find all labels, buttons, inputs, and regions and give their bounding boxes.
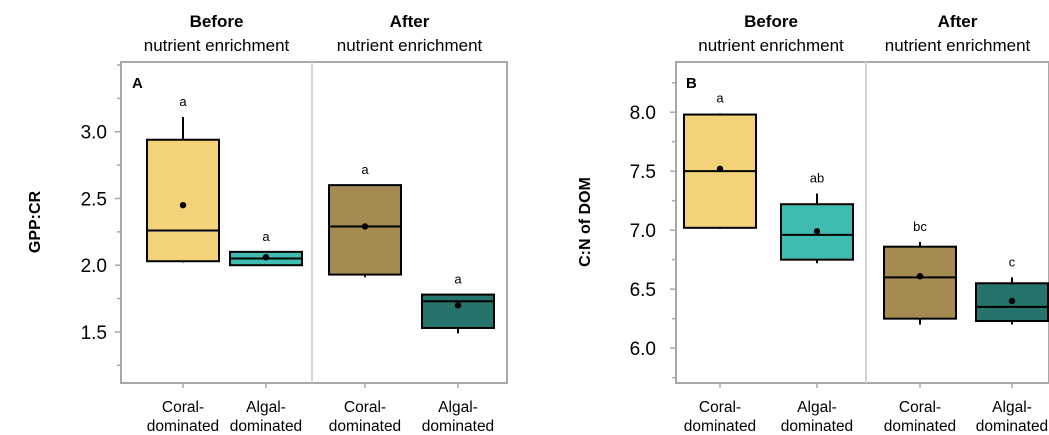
panel-a: Before nutrient enrichment After nutrient e… xyxy=(27,12,508,435)
group-title: After xyxy=(390,12,430,31)
panel-b: Before nutrient enrichment After nutrient e… xyxy=(577,12,1049,435)
panel-letter: B xyxy=(686,75,697,92)
mean-point xyxy=(262,254,270,261)
box-body xyxy=(146,138,220,263)
significance-label: c xyxy=(1009,254,1016,269)
mean-point xyxy=(179,201,187,209)
y-tick-label: 3.0 xyxy=(81,123,107,144)
x-tick-label: Algal- xyxy=(797,399,837,416)
significance-label: a xyxy=(454,272,462,287)
x-tick-label: dominated xyxy=(684,418,756,435)
x-tick-label: dominated xyxy=(781,418,853,435)
significance-label: a xyxy=(716,90,724,105)
mean-point xyxy=(454,302,462,309)
y-tick-label: 6.5 xyxy=(630,280,656,301)
x-tick-label: Coral- xyxy=(162,399,204,416)
x-tick-label: dominated xyxy=(230,418,302,435)
x-tick-label: Coral- xyxy=(899,399,941,416)
x-tick-label: dominated xyxy=(884,418,956,435)
box-body xyxy=(421,293,495,329)
y-axis-label: GPP:CR xyxy=(27,190,44,253)
y-tick-label: 2.5 xyxy=(81,189,107,210)
panel-frame xyxy=(120,61,508,384)
significance-label: a xyxy=(361,162,369,177)
y-tick-label: 7.0 xyxy=(630,221,656,242)
box-1: a xyxy=(683,90,757,229)
x-tick-label: Algal- xyxy=(992,399,1032,416)
box-2: ab xyxy=(780,171,854,264)
group-subtitle: nutrient enrichment xyxy=(144,36,290,55)
mean-point xyxy=(916,272,924,280)
y-axis-label: C:N of DOM xyxy=(577,177,594,267)
box-2: a xyxy=(229,229,303,267)
group-title: Before xyxy=(744,12,798,31)
panel-frame xyxy=(675,61,1049,384)
box-3: bc xyxy=(883,219,957,325)
y-tick-label: 1.5 xyxy=(81,323,107,344)
x-tick-label: dominated xyxy=(976,418,1048,435)
group-subtitle: nutrient enrichment xyxy=(698,36,844,55)
significance-label: a xyxy=(179,94,187,109)
significance-label: ab xyxy=(810,171,824,186)
y-tick-label: 7.5 xyxy=(630,162,656,183)
box-body xyxy=(975,282,1049,323)
y-tick-label: 2.0 xyxy=(81,256,107,277)
mean-point xyxy=(361,223,369,230)
box-body xyxy=(883,245,957,320)
group-title: After xyxy=(938,12,978,31)
x-tick-label: dominated xyxy=(147,418,219,435)
panel-letter: A xyxy=(132,75,143,92)
x-tick-label: dominated xyxy=(422,418,494,435)
box-3: a xyxy=(328,162,402,278)
group-subtitle: nutrient enrichment xyxy=(885,36,1031,55)
box-body xyxy=(328,184,402,276)
y-tick-label: 8.0 xyxy=(630,103,656,124)
x-tick-label: Coral- xyxy=(344,399,386,416)
box-4: a xyxy=(421,272,495,334)
mean-point xyxy=(813,228,821,235)
x-tick-label: dominated xyxy=(329,418,401,435)
significance-label: bc xyxy=(913,219,927,234)
group-subtitle: nutrient enrichment xyxy=(337,36,483,55)
x-tick-label: Coral- xyxy=(699,399,741,416)
x-tick-label: Algal- xyxy=(438,399,478,416)
box-1: a xyxy=(146,94,220,263)
mean-point xyxy=(716,165,724,173)
mean-point xyxy=(1008,297,1016,305)
x-tick-label: Algal- xyxy=(246,399,286,416)
y-tick-label: 6.0 xyxy=(630,339,656,360)
group-title: Before xyxy=(190,12,244,31)
box-4: c xyxy=(975,254,1049,325)
significance-label: a xyxy=(262,229,270,244)
